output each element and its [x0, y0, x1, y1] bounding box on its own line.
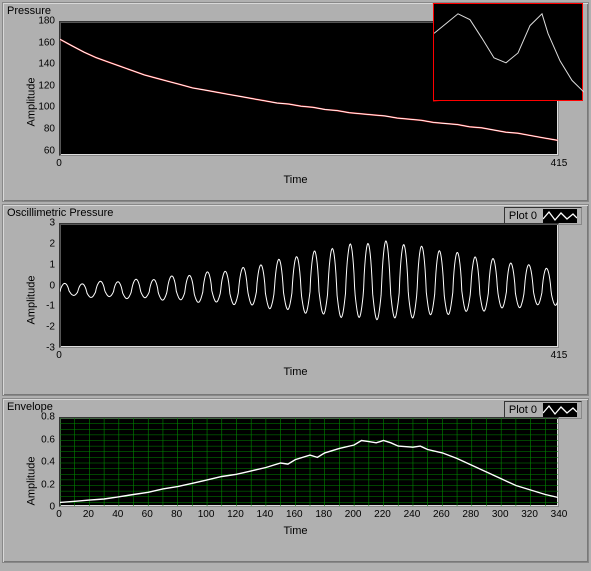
x-tick: 160 — [286, 509, 303, 520]
y-tick: -3 — [25, 343, 55, 354]
y-tick: 3 — [25, 218, 55, 229]
x-tick: 340 — [551, 509, 568, 520]
x-axis-label: Time — [3, 366, 588, 378]
x-tick: 300 — [492, 509, 509, 520]
y-tick: 0 — [25, 502, 55, 513]
envelope-chart — [59, 417, 559, 507]
y-tick: -1 — [25, 301, 55, 312]
x-tick: 60 — [142, 509, 153, 520]
y-tick: 0.6 — [25, 434, 55, 445]
x-tick: 80 — [171, 509, 182, 520]
x-axis-label: Time — [3, 525, 588, 537]
oscillimetric-panel: Oscillimetric Pressure Plot 0 Amplitude … — [2, 204, 589, 396]
pressure-panel: Pressure Amplitude 6080100120140160180 0… — [2, 2, 589, 202]
y-tick: 0 — [25, 280, 55, 291]
y-tick: 60 — [25, 145, 55, 156]
x-tick: 415 — [551, 158, 568, 169]
y-tick: 140 — [25, 59, 55, 70]
x-tick: 415 — [551, 350, 568, 361]
x-tick: 200 — [345, 509, 362, 520]
oscillimetric-chart — [59, 223, 559, 348]
y-tick: 1 — [25, 259, 55, 270]
envelope-panel: Envelope Plot 0 Amplitude 00.20.40.60.8 … — [2, 398, 589, 563]
x-tick: 320 — [521, 509, 538, 520]
x-tick: 0 — [56, 350, 62, 361]
y-tick: 2 — [25, 238, 55, 249]
y-tick: 100 — [25, 102, 55, 113]
x-tick: 20 — [83, 509, 94, 520]
x-tick: 260 — [433, 509, 450, 520]
x-tick: 40 — [112, 509, 123, 520]
plot-area: 00.20.40.60.8 — [59, 417, 574, 507]
x-tick: 140 — [257, 509, 274, 520]
x-tick: 180 — [315, 509, 332, 520]
legend-label: Plot 0 — [509, 210, 537, 222]
y-tick: 180 — [25, 16, 55, 27]
x-tick: 280 — [462, 509, 479, 520]
x-axis-label: Time — [3, 174, 588, 186]
y-tick: 160 — [25, 37, 55, 48]
y-tick: 120 — [25, 80, 55, 91]
y-tick: 0.4 — [25, 457, 55, 468]
y-tick: 0.8 — [25, 412, 55, 423]
y-tick: 80 — [25, 124, 55, 135]
legend-label: Plot 0 — [509, 404, 537, 416]
y-tick: 0.2 — [25, 479, 55, 490]
x-tick: 0 — [56, 509, 62, 520]
x-tick: 240 — [404, 509, 421, 520]
plot-area: -3-2-10123 — [59, 223, 574, 348]
x-tick: 0 — [56, 158, 62, 169]
panel-title: Oscillimetric Pressure — [7, 207, 113, 219]
zoom-inset — [433, 3, 583, 101]
x-tick: 100 — [198, 509, 215, 520]
legend-sample-icon — [543, 209, 577, 223]
x-tick: 120 — [227, 509, 244, 520]
y-tick: -2 — [25, 322, 55, 333]
legend-sample-icon — [543, 403, 577, 417]
x-tick: 220 — [374, 509, 391, 520]
